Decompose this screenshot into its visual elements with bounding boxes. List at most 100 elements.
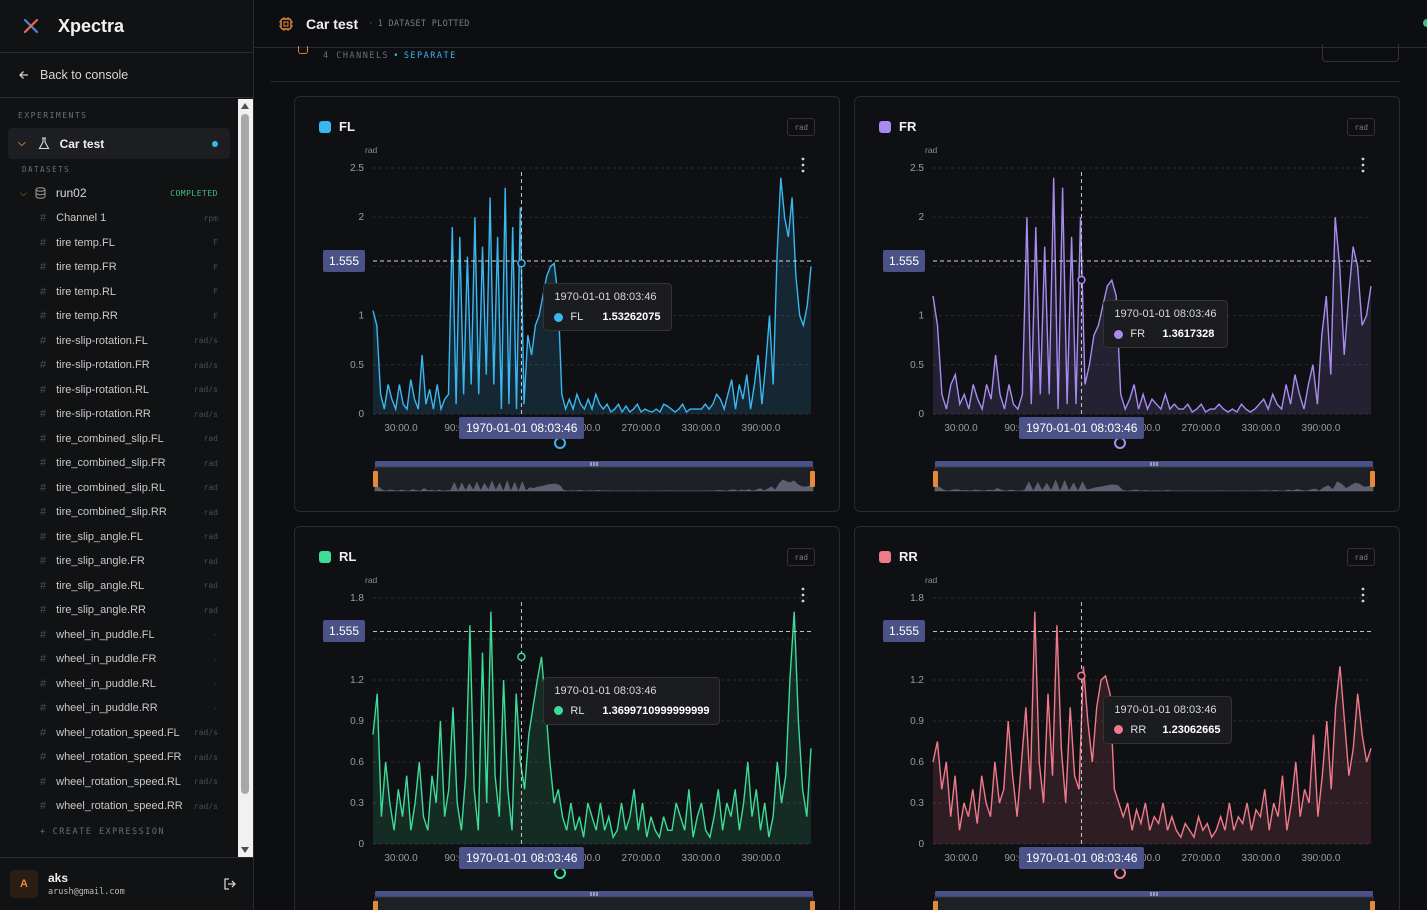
hash-icon: # xyxy=(40,702,47,715)
range-slider[interactable] xyxy=(373,891,815,910)
channel-unit: rpm xyxy=(203,213,218,223)
series-line[interactable] xyxy=(932,611,1372,840)
channel-item[interactable]: # wheel_in_puddle.RL - xyxy=(0,672,238,697)
x-tick-label: 30:00.0 xyxy=(384,423,418,434)
chart-panel-fl[interactable]: FLradrad00.511.522.530:00.090:00.0150:00… xyxy=(294,96,840,512)
channel-item[interactable]: # wheel_in_puddle.FL - xyxy=(0,623,238,648)
more-menu-icon[interactable] xyxy=(1361,157,1365,173)
channel-item[interactable]: # tire-slip-rotation.FL rad/s xyxy=(0,329,238,354)
channel-item[interactable]: # tire_combined_slip.FR rad xyxy=(0,451,238,476)
range-handle-left[interactable] xyxy=(933,471,938,487)
series-line[interactable] xyxy=(372,611,812,840)
chart-panel-rl[interactable]: RLradrad00.30.60.91.21.51.830:00.090:00.… xyxy=(294,526,840,910)
chevron-down-icon[interactable]: ⌵ xyxy=(18,138,26,149)
channel-item[interactable]: # tire-slip-rotation.FR rad/s xyxy=(0,353,238,378)
hash-icon: # xyxy=(40,751,47,764)
tooltip-dot xyxy=(1114,329,1124,339)
channel-item[interactable]: # tire_slip_angle.RL rad xyxy=(0,574,238,599)
scroll-down-arrow[interactable] xyxy=(241,847,249,853)
user-email: arush@gmail.com xyxy=(48,887,125,897)
channel-item[interactable]: # wheel_rotation_speed.FR rad/s xyxy=(0,745,238,770)
channel-item[interactable]: # wheel_in_puddle.FR - xyxy=(0,647,238,672)
remove-button[interactable] xyxy=(1322,44,1399,62)
channel-item[interactable]: # tire temp.RL F xyxy=(0,280,238,305)
series-line[interactable] xyxy=(932,177,1372,413)
range-grip-icon[interactable] xyxy=(590,462,598,466)
tooltip-series: FR xyxy=(1130,328,1146,340)
channel-item[interactable]: # wheel_rotation_speed.RL rad/s xyxy=(0,770,238,795)
range-slider[interactable] xyxy=(373,461,815,492)
channel-unit: rad xyxy=(203,458,218,468)
channel-item[interactable]: # tire temp.FR F xyxy=(0,255,238,280)
back-to-console-link[interactable]: Back to console xyxy=(0,53,253,98)
sidebar-scrollbar[interactable] xyxy=(238,99,253,857)
plot-mode[interactable]: SEPARATE xyxy=(403,51,457,61)
more-menu-icon[interactable] xyxy=(801,157,805,173)
create-expression-button[interactable]: + CREATE EXPRESSION xyxy=(0,819,238,845)
unit-badge[interactable]: rad xyxy=(1347,118,1375,136)
legend-marker[interactable] xyxy=(1114,867,1126,879)
range-handle-right[interactable] xyxy=(1370,471,1375,487)
range-grip-icon[interactable] xyxy=(590,892,598,896)
channel-item[interactable]: # wheel_rotation_speed.RR rad/s xyxy=(0,794,238,819)
legend-marker[interactable] xyxy=(1114,437,1126,449)
channel-item[interactable]: # tire_slip_angle.FR rad xyxy=(0,549,238,574)
hash-icon: # xyxy=(40,457,47,470)
range-handle-right[interactable] xyxy=(1370,901,1375,910)
range-handle-left[interactable] xyxy=(933,901,938,910)
dataset-item[interactable]: ⌵ run02 COMPLETED xyxy=(0,180,238,206)
legend-marker[interactable] xyxy=(554,437,566,449)
more-menu-icon[interactable] xyxy=(801,587,805,603)
series-line[interactable] xyxy=(372,177,812,414)
range-slider[interactable] xyxy=(933,891,1375,910)
channel-item[interactable]: # Channel 1 rpm xyxy=(0,206,238,231)
unit-badge[interactable]: rad xyxy=(787,118,815,136)
channel-item[interactable]: # tire-slip-rotation.RL rad/s xyxy=(0,378,238,403)
y-tick-label: 0 xyxy=(918,409,924,420)
channel-item[interactable]: # wheel_in_puddle.RR - xyxy=(0,696,238,721)
experiment-item[interactable]: ⌵ Car test xyxy=(8,128,230,159)
channel-item[interactable]: # tire temp.FL F xyxy=(0,231,238,256)
range-handle-right[interactable] xyxy=(810,901,815,910)
chart-panel-rr[interactable]: RRradrad00.30.60.91.21.51.830:00.090:00.… xyxy=(854,526,1400,910)
range-handle-right[interactable] xyxy=(810,471,815,487)
x-tick-label: 30:00.0 xyxy=(384,853,418,864)
channel-item[interactable]: # tire_combined_slip.RR rad xyxy=(0,500,238,525)
channel-item[interactable]: # tire_slip_angle.RR rad xyxy=(0,598,238,623)
range-grip-icon[interactable] xyxy=(1150,892,1158,896)
channel-item[interactable]: # wheel_rotation_speed.FL rad/s xyxy=(0,721,238,746)
unit-badge[interactable]: rad xyxy=(787,548,815,566)
chart-svg[interactable]: rad00.30.60.91.21.51.830:00.090:00.0150:… xyxy=(295,527,840,910)
range-grip-icon[interactable] xyxy=(1150,462,1158,466)
hash-icon: # xyxy=(40,775,47,788)
hash-icon: # xyxy=(40,604,47,617)
chart-header: RR xyxy=(879,549,918,564)
hover-point xyxy=(1077,671,1086,681)
legend-marker[interactable] xyxy=(554,867,566,879)
channel-unit: rad xyxy=(203,532,218,542)
range-slider[interactable] xyxy=(933,461,1375,492)
y-tick-label: 1.2 xyxy=(350,675,364,686)
unit-badge[interactable]: rad xyxy=(1347,548,1375,566)
channel-name: tire temp.FL xyxy=(56,236,115,249)
brand[interactable]: Xpectra xyxy=(0,0,253,53)
logout-icon[interactable] xyxy=(223,877,237,891)
scroll-thumb[interactable] xyxy=(241,114,249,794)
tooltip-time: 1970-01-01 08:03:46 xyxy=(1114,308,1217,320)
range-handle-left[interactable] xyxy=(373,901,378,910)
channel-item[interactable]: # tire_combined_slip.FL rad xyxy=(0,427,238,452)
scroll-up-arrow[interactable] xyxy=(241,103,249,109)
series-swatch xyxy=(319,550,331,563)
more-menu-icon[interactable] xyxy=(1361,587,1365,603)
chart-svg[interactable]: rad00.511.522.530:00.090:00.0150:00.0210… xyxy=(295,97,840,512)
channel-item[interactable]: # tire_combined_slip.RL rad xyxy=(0,476,238,501)
channel-item[interactable]: # tire_slip_angle.FL rad xyxy=(0,525,238,550)
chart-panel-fr[interactable]: FRradrad00.511.522.530:00.090:00.0150:00… xyxy=(854,96,1400,512)
hover-point xyxy=(517,652,526,662)
channel-name: tire_slip_angle.RL xyxy=(56,579,145,592)
avatar[interactable]: A xyxy=(10,870,38,898)
channel-item[interactable]: # tire-slip-rotation.RR rad/s xyxy=(0,402,238,427)
chevron-down-icon[interactable]: ⌵ xyxy=(20,187,27,198)
channel-item[interactable]: # tire temp.RR F xyxy=(0,304,238,329)
range-handle-left[interactable] xyxy=(373,471,378,487)
